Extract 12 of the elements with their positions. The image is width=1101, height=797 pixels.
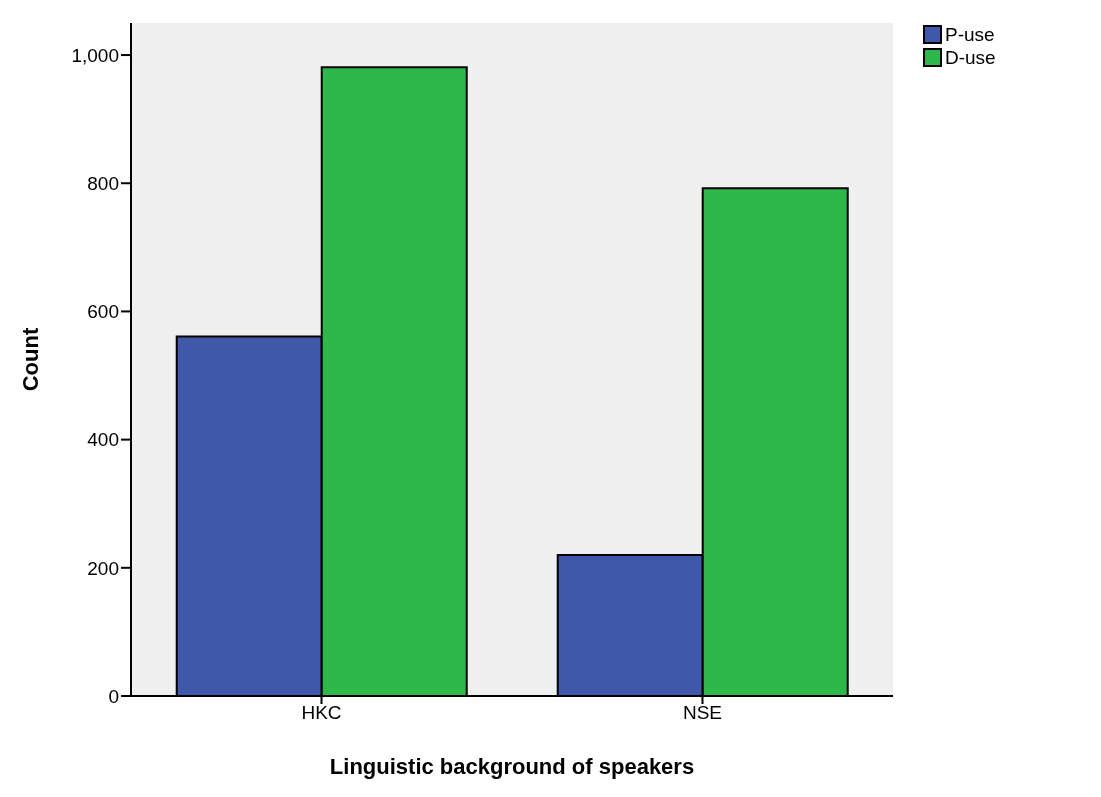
y-tick-label: 0 xyxy=(108,685,119,707)
legend-label: D-use xyxy=(945,46,996,69)
y-tick-label: 600 xyxy=(87,301,119,323)
y-tick-label: 800 xyxy=(87,172,119,194)
x-tick-label: HKC xyxy=(301,702,342,724)
x-axis-title: Linguistic background of speakers xyxy=(329,754,695,779)
legend-label: P-use xyxy=(945,23,995,46)
y-tick-label: 200 xyxy=(87,557,119,579)
y-axis-title: Count xyxy=(17,327,43,392)
y-tick-label: 1,000 xyxy=(71,44,119,66)
y-tick-label: 400 xyxy=(87,429,119,451)
x-tick-label: NSE xyxy=(682,702,723,724)
